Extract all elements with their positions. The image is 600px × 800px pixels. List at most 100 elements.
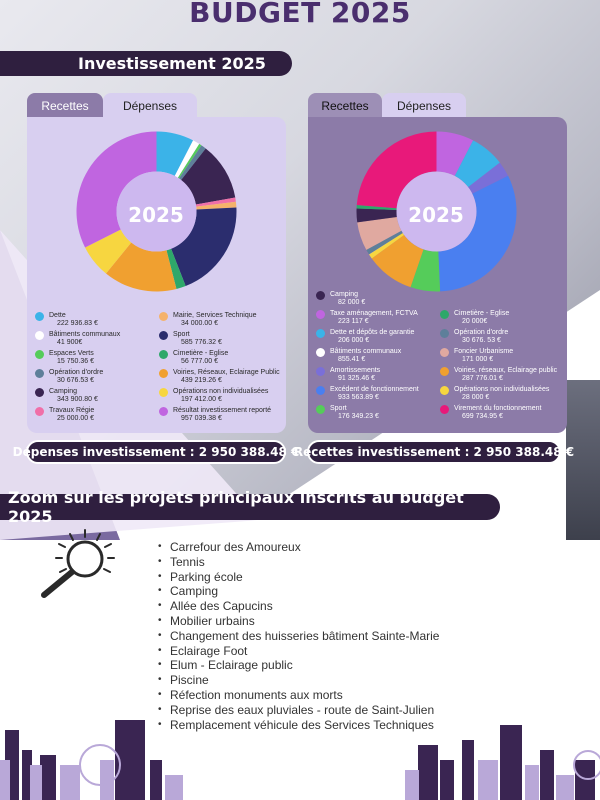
- project-item: • Mobilier urbains: [158, 614, 439, 629]
- legend-value: 28 000 €: [462, 394, 490, 401]
- donut-slice: [181, 148, 236, 205]
- legend-label: Mairie, Services Technique: [173, 312, 257, 319]
- bullet-icon: •: [158, 614, 162, 626]
- project-item: • Reprise des eaux pluviales - route de S…: [158, 703, 439, 718]
- legend-label: Opérations non individualisées: [454, 386, 550, 393]
- donut-slice: [410, 249, 441, 292]
- project-label: Camping: [170, 584, 219, 599]
- legend-value: 82 000 €: [338, 299, 366, 306]
- legend-label: Sport: [173, 331, 190, 338]
- legend-label: Bâtiments communaux: [330, 348, 402, 355]
- legend-label: Travaux Régie: [49, 407, 95, 414]
- legend-label: Dette: [49, 312, 66, 319]
- legend-value: 206 000 €: [338, 337, 370, 344]
- legend-swatch: [35, 312, 44, 321]
- project-label: Parking école: [170, 569, 243, 584]
- recettes-donut-chart: [356, 131, 517, 292]
- legend-value: 30 676.53 €: [57, 377, 94, 384]
- legend-swatch: [440, 348, 449, 357]
- bullet-icon: •: [158, 718, 162, 730]
- donut-slice: [196, 201, 237, 210]
- total-depenses-investissement: Dépenses investissement : 2 950 388.48 €: [13, 440, 299, 464]
- legend-label: Opération d'ordre: [454, 329, 509, 336]
- legend-label: Voiries, réseaux, Eclairage public: [454, 367, 558, 374]
- project-label: Reprise des eaux pluviales - route de Sa…: [170, 702, 435, 717]
- legend-swatch: [159, 350, 168, 359]
- legend-swatch: [316, 348, 325, 357]
- legend-swatch: [316, 310, 325, 319]
- donut-hole: [116, 171, 197, 252]
- bullet-icon: •: [158, 555, 162, 567]
- legend-label: Voiries, Réseaux, Eclairage Public: [173, 369, 280, 376]
- depenses-donut-chart: [76, 131, 237, 292]
- project-item: • Piscine: [158, 673, 439, 688]
- legend-label: Bâtiments communaux: [49, 331, 121, 338]
- legend-value: 222 936.83 €: [57, 320, 98, 327]
- legend-swatch: [35, 350, 44, 359]
- bullet-icon: •: [158, 688, 162, 700]
- project-item: • Eclairage Foot: [158, 644, 439, 659]
- bullet-icon: •: [158, 629, 162, 641]
- legend-label: Sport: [330, 405, 347, 412]
- donut-slice: [357, 216, 402, 250]
- legend-swatch: [440, 386, 449, 395]
- legend-swatch: [35, 407, 44, 416]
- tab-recettes[interactable]: Recettes: [27, 93, 103, 119]
- donut-slice: [177, 143, 202, 179]
- legend-label: Amortissements: [330, 367, 381, 374]
- tab-recettes[interactable]: Recettes: [308, 93, 382, 119]
- bullet-icon: •: [158, 703, 162, 715]
- donut-slice: [156, 131, 194, 176]
- legend-label: Camping: [330, 291, 359, 298]
- recettes-legend: Camping 82 000 € Taxe aménagement, FCTVA 22…: [316, 291, 564, 431]
- project-label: Eclairage Foot: [170, 643, 248, 658]
- donut-slice: [454, 140, 500, 188]
- legend-swatch: [35, 369, 44, 378]
- depenses-legend: Dette 222 936.83 € Mairie, Services Techni…: [35, 312, 283, 432]
- tab-depenses[interactable]: Dépenses: [103, 93, 197, 119]
- legend-value: 699 734.95 €: [462, 413, 503, 420]
- legend-value: 171 000 €: [462, 356, 494, 363]
- project-item: • Changement des huisseries bâtiment Sain…: [158, 629, 439, 644]
- project-item: • Carrefour des Amoureux: [158, 540, 439, 555]
- total-recettes-investissement: Recettes investissement : 2 950 388.48 €: [294, 440, 574, 464]
- legend-label: Camping: [49, 388, 78, 395]
- bullet-icon: •: [158, 659, 162, 671]
- legend-swatch: [440, 367, 449, 376]
- project-label: Réfection monuments aux morts: [170, 687, 343, 702]
- background-strip: [566, 380, 600, 540]
- project-item: • Elum - Eclairage public: [158, 658, 439, 673]
- donut-slice: [195, 197, 236, 207]
- legend-value: 343 900.80 €: [57, 396, 98, 403]
- bullet-icon: •: [158, 600, 162, 612]
- legend-swatch: [35, 388, 44, 397]
- depenses-year-label: 2025: [128, 203, 184, 227]
- donut-slice: [174, 140, 200, 178]
- legend-swatch: [159, 369, 168, 378]
- legend-swatch: [159, 331, 168, 340]
- tab-depenses[interactable]: Dépenses: [382, 93, 466, 119]
- legend-value: 25 000.00 €: [57, 415, 94, 422]
- legend-swatch: [316, 367, 325, 376]
- donut-slice: [106, 242, 177, 292]
- legend-swatch: [440, 329, 449, 338]
- donut-slice: [369, 233, 405, 259]
- project-item: • Allée des Capucins: [158, 599, 439, 614]
- project-item: • Tennis: [158, 555, 439, 570]
- project-label: Mobilier urbains: [170, 613, 255, 628]
- legend-swatch: [316, 291, 325, 300]
- legend-label: Opérations non individualisées: [173, 388, 269, 395]
- legend-swatch: [159, 407, 168, 416]
- legend-label: Résultat investissement reporté: [173, 407, 272, 414]
- legend-value: 176 349.23 €: [338, 413, 379, 420]
- depenses-card: 2025 Dette 222 936.83 € Mairie, Services T…: [27, 117, 286, 433]
- legend-value: 439 219.26 €: [181, 377, 222, 384]
- city-skyline-illustration: [0, 720, 600, 800]
- legend-value: 15 750.36 €: [57, 358, 94, 365]
- legend-value: 855.41 €: [338, 356, 366, 363]
- bullet-icon: •: [158, 644, 162, 656]
- depenses-panel: Recettes Dépenses 2025 Dette 222 936.83 €…: [27, 93, 286, 433]
- legend-label: Excédent de fonctionnement: [330, 386, 419, 393]
- legend-value: 91 325.46 €: [338, 375, 375, 382]
- donut-slice: [366, 230, 403, 255]
